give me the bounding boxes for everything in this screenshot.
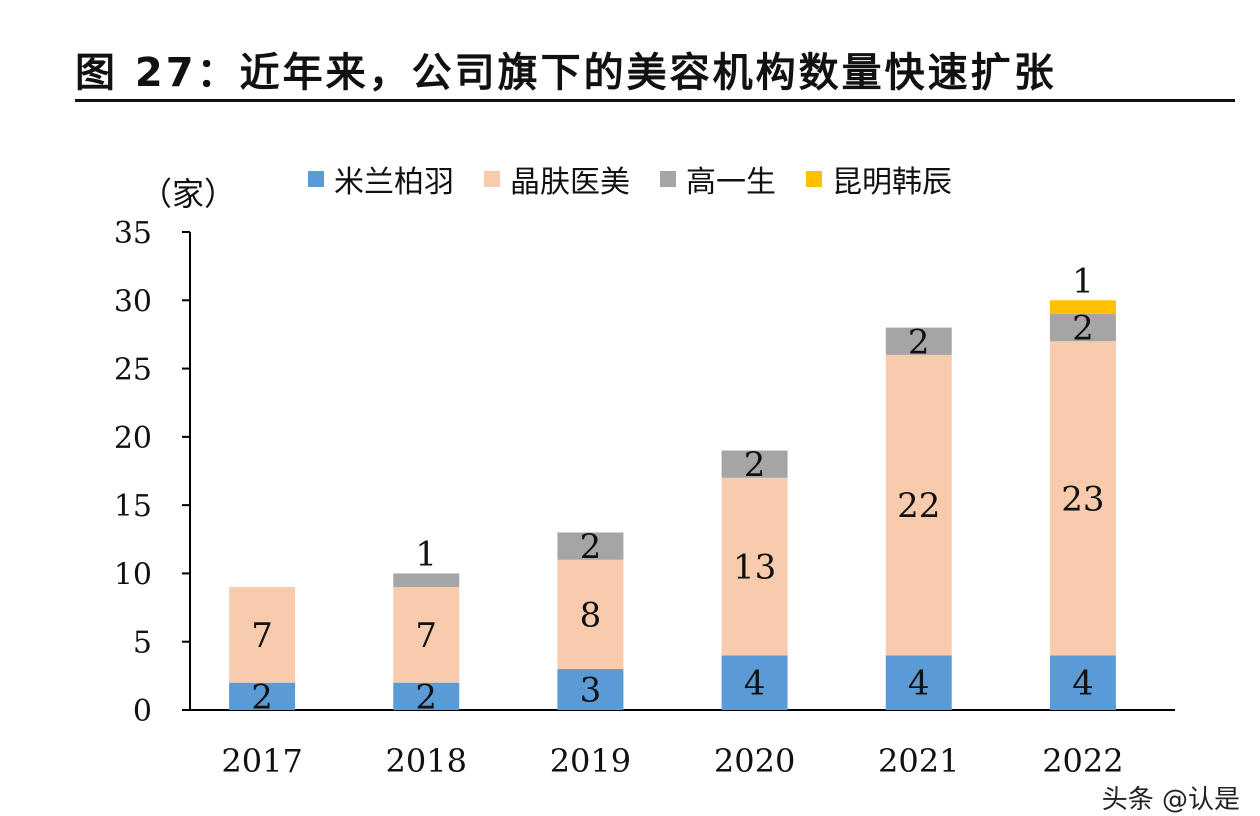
bar-segment	[885, 655, 952, 710]
x-tick-label: 2020	[714, 742, 795, 780]
bar-segment	[557, 669, 624, 710]
bar-segment	[393, 587, 460, 683]
data-label: 7	[415, 616, 437, 656]
bar-segment	[1049, 300, 1116, 314]
data-label: 4	[744, 664, 766, 704]
data-label: 8	[580, 595, 602, 635]
legend-label: 晶肤医美	[510, 165, 630, 200]
bar-segment	[1049, 341, 1116, 656]
bar-segment	[229, 587, 296, 683]
y-tick-label: 25	[114, 353, 152, 388]
legend-label: 米兰柏羽	[334, 165, 454, 200]
data-label: 13	[733, 548, 776, 588]
bar-segment	[721, 450, 788, 478]
title-divider	[75, 99, 1235, 102]
bar-segment	[229, 682, 296, 710]
x-tick-label: 2017	[221, 742, 302, 780]
legend-swatch	[660, 171, 676, 187]
y-tick-label: 0	[133, 694, 152, 729]
legend-label: 高一生	[686, 165, 776, 200]
data-label: 1	[415, 534, 437, 574]
bar-segment	[557, 532, 624, 560]
bar-segment	[885, 327, 952, 355]
x-tick-label: 2021	[878, 742, 959, 780]
data-label: 23	[1061, 479, 1104, 519]
bar-segment	[885, 354, 952, 656]
bar-segment	[1049, 313, 1116, 342]
data-label: 2	[908, 322, 930, 362]
bar-segment	[721, 655, 788, 710]
bar-segment	[393, 682, 460, 710]
y-tick-label: 5	[133, 626, 152, 661]
data-label: 2	[415, 677, 437, 717]
data-label: 3	[580, 671, 602, 711]
y-axis-label: （家）	[140, 175, 236, 213]
legend-label: 昆明韩辰	[832, 165, 952, 200]
data-label: 2	[1072, 309, 1094, 349]
data-label: 2	[744, 445, 766, 485]
x-tick-label: 2019	[550, 742, 631, 780]
bar-segment	[1049, 655, 1116, 710]
data-label: 2	[580, 527, 602, 567]
data-label: 1	[1072, 261, 1094, 301]
y-tick-label: 10	[114, 557, 152, 592]
x-tick-label: 2018	[386, 742, 467, 780]
y-tick-label: 20	[114, 421, 152, 456]
page-title: 图 27：近年来，公司旗下的美容机构数量快速扩张	[75, 50, 1057, 96]
x-tick-label: 2022	[1042, 742, 1123, 780]
y-tick-label: 35	[114, 216, 152, 251]
data-label: 7	[251, 616, 273, 656]
data-label: 4	[1072, 664, 1094, 704]
bar-segment	[393, 573, 460, 588]
bar-segment	[721, 477, 788, 656]
legend-swatch	[806, 171, 822, 187]
legend-swatch	[308, 171, 324, 187]
bar-segment	[557, 559, 624, 670]
y-tick-label: 30	[114, 284, 152, 319]
data-label: 4	[908, 664, 930, 704]
y-tick-label: 15	[114, 489, 152, 524]
legend-swatch	[484, 171, 500, 187]
data-label: 2	[251, 677, 273, 717]
watermark: 头条 @认是	[1101, 785, 1240, 815]
data-label: 22	[897, 486, 940, 526]
